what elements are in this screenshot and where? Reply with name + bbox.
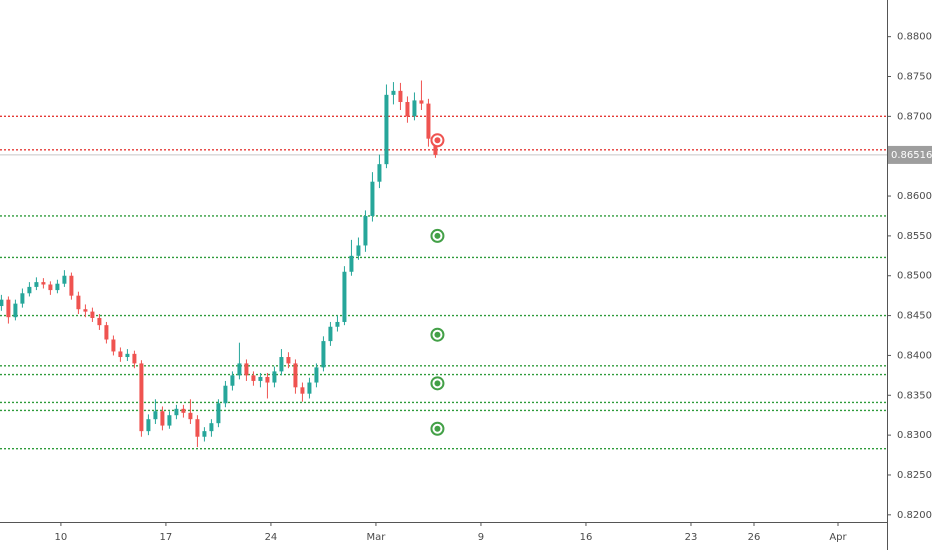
- candle-body: [314, 367, 319, 383]
- x-tick-label: Apr: [829, 532, 847, 543]
- candle-body: [0, 299, 4, 307]
- candle-body: [41, 282, 46, 285]
- candle-body: [321, 341, 326, 368]
- candle-body: [118, 351, 123, 358]
- candle-body: [265, 376, 270, 383]
- candle-body: [62, 275, 67, 284]
- x-tick-label: 17: [160, 532, 173, 543]
- candle-body: [34, 282, 39, 287]
- candle-body: [223, 385, 228, 404]
- candle-body: [405, 102, 410, 117]
- candle-body: [216, 403, 221, 424]
- last-price-label: 0.86516: [891, 150, 932, 161]
- x-tick-label: Mar: [367, 532, 387, 543]
- candle-body: [335, 321, 340, 327]
- candle-body: [13, 303, 18, 318]
- candle-body: [90, 311, 95, 318]
- candle-body: [146, 419, 151, 432]
- candle-body: [132, 353, 137, 364]
- candle-body: [293, 363, 298, 388]
- x-tick-label: 26: [748, 532, 761, 543]
- candle-body: [181, 408, 186, 413]
- signal-marker-dot: [434, 380, 441, 387]
- x-tick-label: 23: [685, 532, 698, 543]
- signal-marker-dot: [434, 232, 441, 239]
- candle-body: [328, 326, 333, 342]
- signal-marker-dot: [434, 137, 441, 144]
- candle-body: [363, 215, 368, 246]
- candle-body: [27, 286, 32, 294]
- candle-body: [111, 339, 116, 352]
- candle-body: [300, 387, 305, 394]
- candle-body: [244, 363, 249, 376]
- candle-body: [209, 423, 214, 432]
- signal-marker-dot: [434, 331, 441, 338]
- candle-body: [76, 295, 81, 310]
- candle-body: [139, 363, 144, 432]
- candle-body: [174, 408, 179, 416]
- candle-body: [237, 363, 242, 376]
- candle-body: [251, 375, 256, 381]
- candle-body: [419, 100, 424, 104]
- candle-body: [426, 103, 431, 139]
- candle-body: [55, 283, 60, 291]
- x-tick-label: 16: [580, 532, 593, 543]
- candle-body: [377, 164, 382, 182]
- candle-body: [398, 90, 403, 103]
- last-price-box: [888, 145, 932, 164]
- candle-body: [370, 181, 375, 216]
- x-tick-label: 24: [265, 532, 278, 543]
- candle-body: [307, 382, 312, 394]
- candle-body: [356, 245, 361, 256]
- candle-body: [349, 255, 354, 272]
- candle-body: [97, 317, 102, 326]
- signal-marker-dot: [434, 425, 441, 432]
- y-tick-label: 0.88000: [897, 32, 932, 43]
- candle-body: [412, 100, 417, 117]
- candle-body: [391, 90, 396, 95]
- x-tick-label: 9: [478, 532, 484, 543]
- candle-body: [195, 419, 200, 437]
- candle-body: [230, 375, 235, 386]
- x-tick-label: 10: [55, 532, 68, 543]
- candle-body: [83, 309, 88, 312]
- candle-body: [6, 299, 11, 318]
- candle-body: [202, 431, 207, 437]
- candle-body: [279, 357, 284, 372]
- candle-body: [272, 371, 277, 383]
- candle-body: [20, 293, 25, 304]
- candle-body: [384, 94, 389, 165]
- candle-body: [48, 284, 53, 291]
- candle-body: [167, 415, 172, 426]
- candle-body: [69, 275, 74, 296]
- candle-body: [188, 412, 193, 420]
- candle-body: [258, 376, 263, 381]
- candle-body: [104, 325, 109, 340]
- candle-body: [125, 353, 130, 358]
- candle-body: [286, 357, 291, 364]
- candle-body: [342, 271, 347, 322]
- candle-body: [160, 411, 165, 426]
- candle-body: [153, 411, 158, 420]
